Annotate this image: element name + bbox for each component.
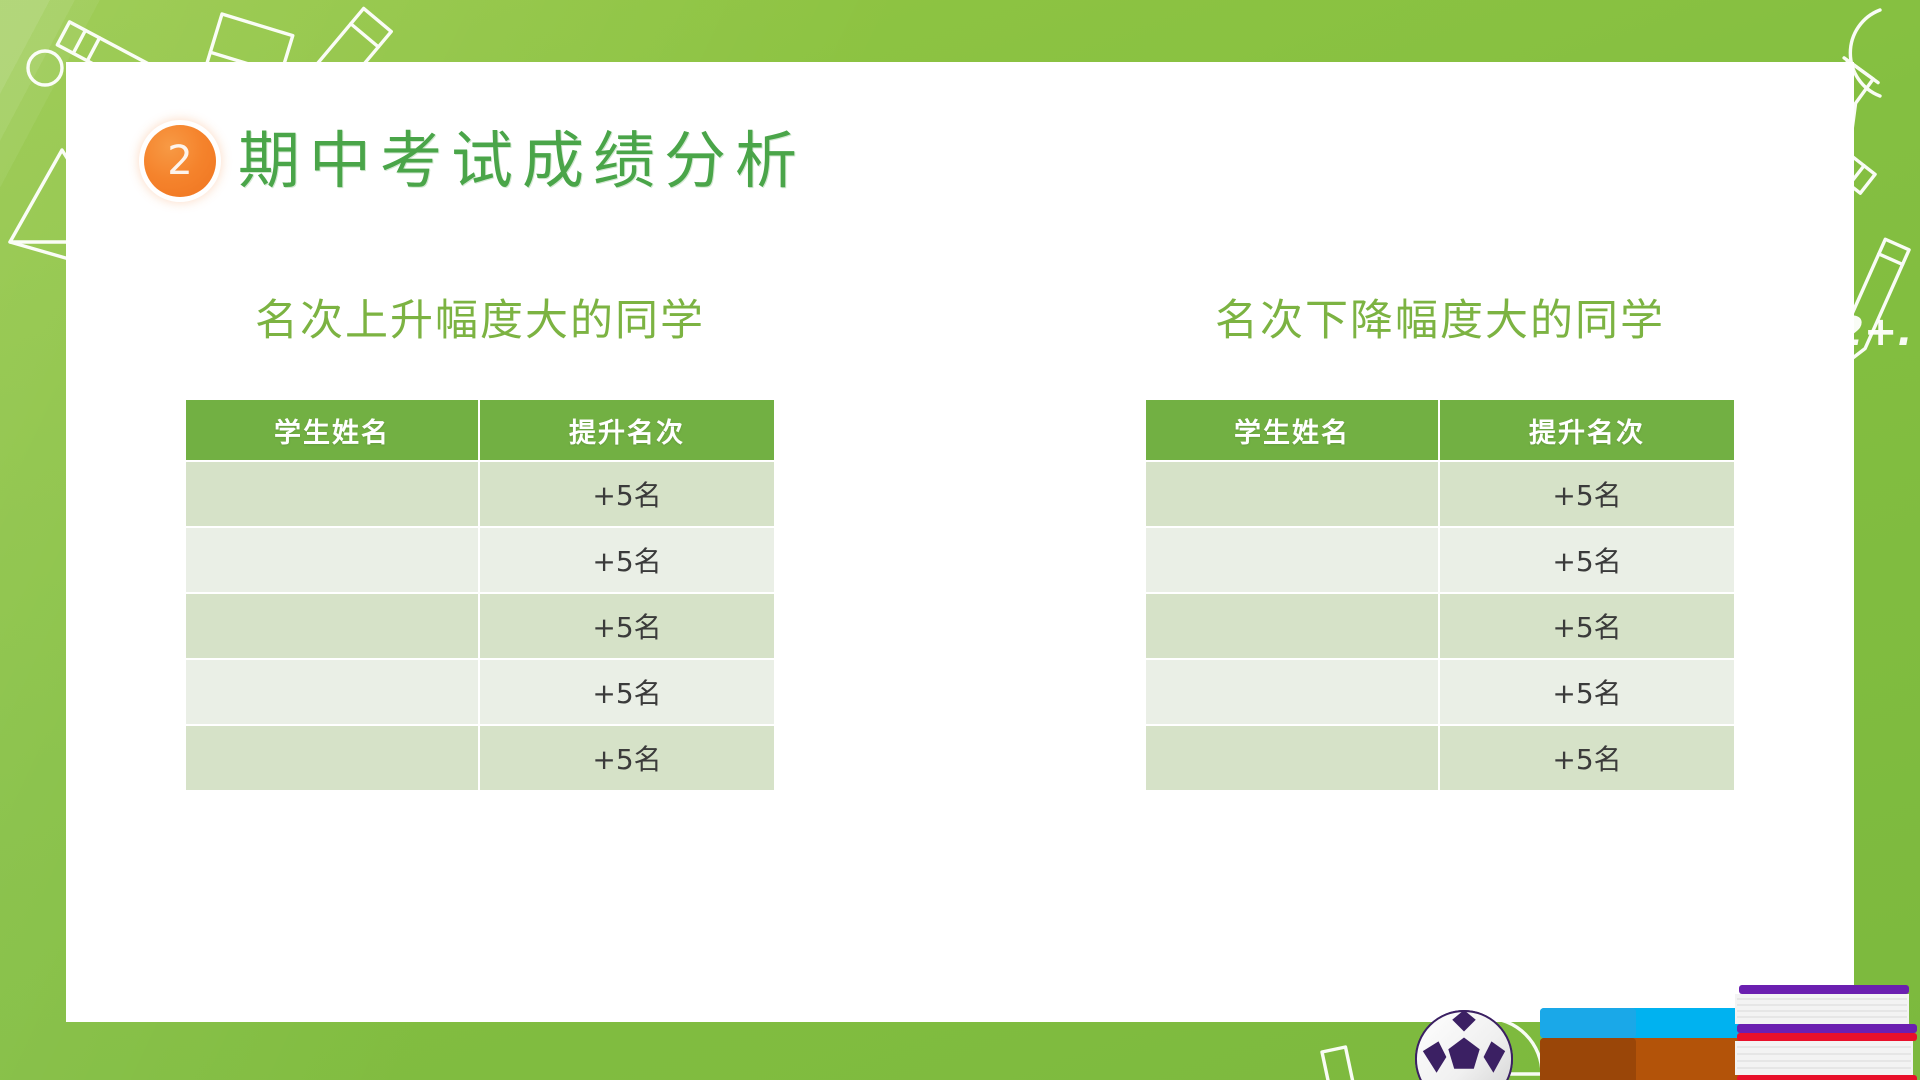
panel-title: 名次上升幅度大的同学	[255, 296, 705, 346]
table-header-row: 学生姓名 提升名次	[1146, 400, 1734, 460]
column-header-rank-change[interactable]: 提升名次	[1440, 400, 1734, 460]
cell-student-name[interactable]	[1146, 528, 1438, 592]
table-row[interactable]: +5名	[1146, 462, 1734, 526]
cell-student-name[interactable]	[1146, 726, 1438, 790]
table-row[interactable]: +5名	[1146, 726, 1734, 790]
cell-rank-change[interactable]: +5名	[1440, 726, 1734, 790]
table-row[interactable]: +5名	[1146, 594, 1734, 658]
cell-student-name[interactable]	[186, 660, 478, 724]
cell-student-name[interactable]	[1146, 462, 1438, 526]
column-header-rank-change[interactable]: 提升名次	[480, 400, 774, 460]
table-row[interactable]: +5名	[186, 528, 774, 592]
table-rank-up: 学生姓名 提升名次 +5名 +5名 +5名	[184, 398, 776, 792]
books-icon	[1735, 985, 1917, 1080]
cell-rank-change[interactable]: +5名	[480, 660, 774, 724]
column-header-student-name[interactable]: 学生姓名	[186, 400, 478, 460]
page-heading: 2 期中考试成绩分析	[144, 125, 806, 197]
soccer-ball-icon	[1415, 1010, 1513, 1080]
table-row[interactable]: +5名	[186, 726, 774, 790]
cell-rank-change[interactable]: +5名	[1440, 594, 1734, 658]
books-icon	[1540, 1008, 1740, 1080]
cell-rank-change[interactable]: +5名	[1440, 528, 1734, 592]
table-row[interactable]: +5名	[186, 660, 774, 724]
cell-student-name[interactable]	[186, 726, 478, 790]
panel-rank-down: 名次下降幅度大的同学 学生姓名 提升名次 +5名 +5名	[960, 300, 1920, 792]
cell-rank-change[interactable]: +5名	[480, 726, 774, 790]
table-row[interactable]: +5名	[186, 594, 774, 658]
page-title: 期中考试成绩分析	[238, 124, 807, 197]
column-header-student-name[interactable]: 学生姓名	[1146, 400, 1438, 460]
table-row[interactable]: +5名	[186, 462, 774, 526]
cell-student-name[interactable]	[1146, 660, 1438, 724]
cell-rank-change[interactable]: +5名	[480, 594, 774, 658]
panel-title: 名次下降幅度大的同学	[1215, 296, 1665, 346]
cell-rank-change[interactable]: +5名	[480, 528, 774, 592]
panels-container: 名次上升幅度大的同学 学生姓名 提升名次 +5名 +5名	[0, 300, 1920, 792]
table-row[interactable]: +5名	[1146, 528, 1734, 592]
section-number-badge: 2	[144, 125, 216, 197]
cell-rank-change[interactable]: +5名	[480, 462, 774, 526]
cell-student-name[interactable]	[186, 462, 478, 526]
table-header-row: 学生姓名 提升名次	[186, 400, 774, 460]
cell-student-name[interactable]	[186, 594, 478, 658]
table-row[interactable]: +5名	[1146, 660, 1734, 724]
cell-rank-change[interactable]: +5名	[1440, 462, 1734, 526]
panel-rank-up: 名次上升幅度大的同学 学生姓名 提升名次 +5名 +5名	[0, 300, 960, 792]
table-rank-down: 学生姓名 提升名次 +5名 +5名 +5名	[1144, 398, 1736, 792]
cell-student-name[interactable]	[1146, 594, 1438, 658]
cell-rank-change[interactable]: +5名	[1440, 660, 1734, 724]
cell-student-name[interactable]	[186, 528, 478, 592]
